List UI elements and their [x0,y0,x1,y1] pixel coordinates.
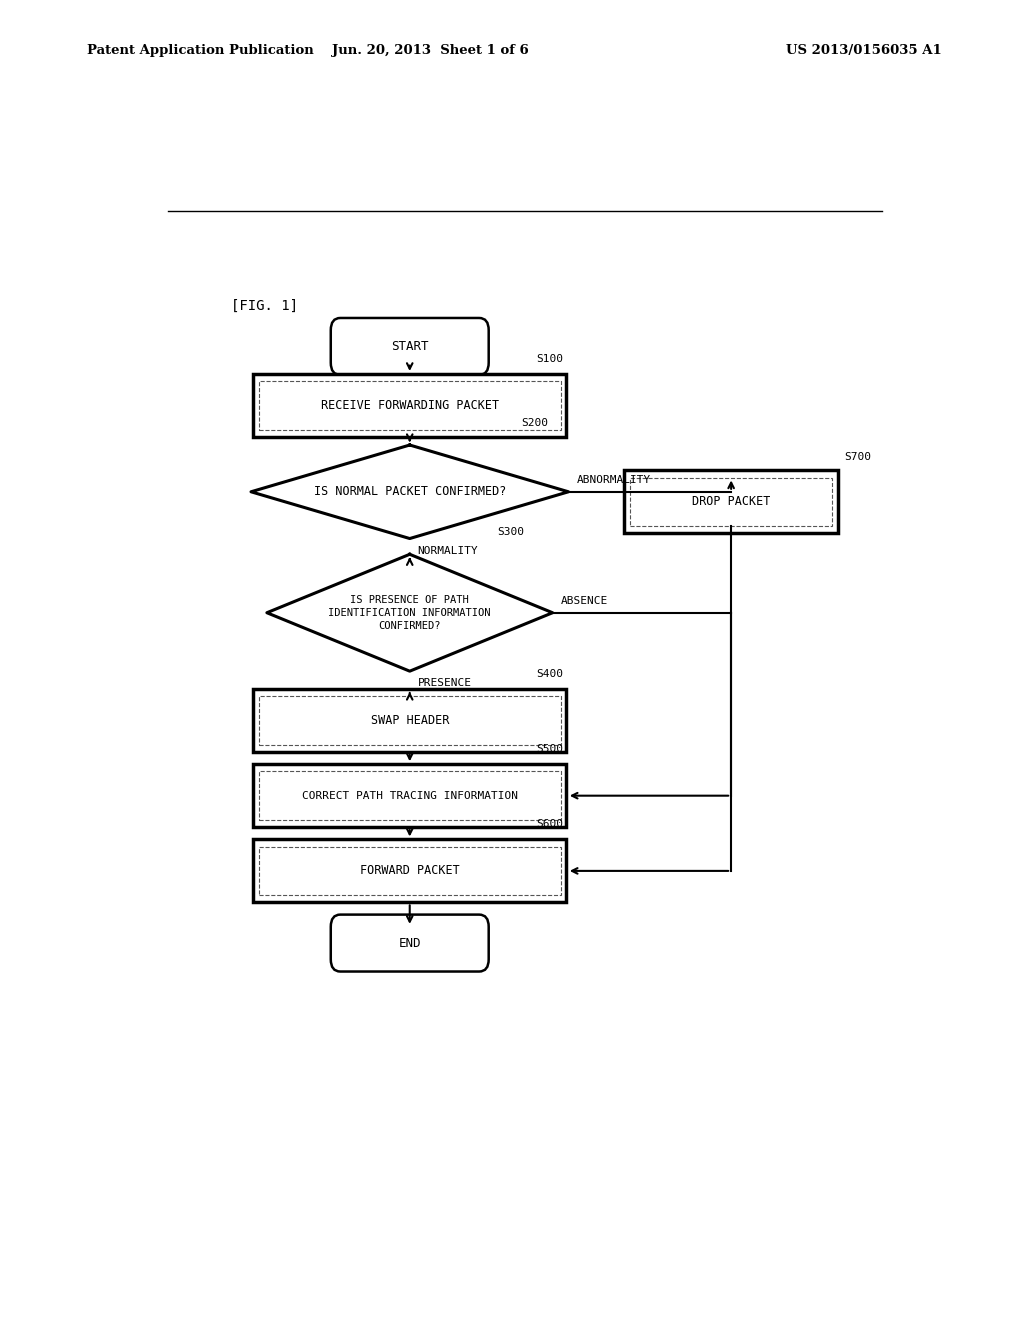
Text: END: END [398,937,421,949]
Bar [253,840,566,903]
Bar [625,470,838,533]
Bar [259,381,560,430]
Text: ABSENCE: ABSENCE [560,595,608,606]
Text: ABNORMALITY: ABNORMALITY [577,475,650,484]
Text: FORWARD PACKET: FORWARD PACKET [359,865,460,878]
Bar [259,696,560,744]
Bar [253,764,566,828]
Text: SWAP HEADER: SWAP HEADER [371,714,449,727]
Bar [253,689,566,752]
Text: US 2013/0156035 A1: US 2013/0156035 A1 [786,44,942,57]
Text: START: START [391,341,428,352]
Polygon shape [251,445,568,539]
Text: CORRECT PATH TRACING INFORMATION: CORRECT PATH TRACING INFORMATION [302,791,518,801]
Text: S300: S300 [497,527,524,537]
Text: S100: S100 [537,354,563,363]
FancyBboxPatch shape [331,915,488,972]
Text: DROP PACKET: DROP PACKET [692,495,770,508]
Text: IS PRESENCE OF PATH
IDENTIFICATION INFORMATION
CONFIRMED?: IS PRESENCE OF PATH IDENTIFICATION INFOR… [329,594,490,631]
Text: RECEIVE FORWARDING PACKET: RECEIVE FORWARDING PACKET [321,399,499,412]
Text: S700: S700 [844,453,871,462]
Text: NORMALITY: NORMALITY [418,545,478,556]
Text: S500: S500 [537,744,563,754]
Text: S400: S400 [537,669,563,678]
Bar [630,478,833,527]
Bar [253,374,566,437]
FancyBboxPatch shape [331,318,488,375]
Text: Patent Application Publication: Patent Application Publication [87,44,313,57]
Text: IS NORMAL PACKET CONFIRMED?: IS NORMAL PACKET CONFIRMED? [313,486,506,498]
Text: S200: S200 [521,417,548,428]
Text: [FIG. 1]: [FIG. 1] [231,298,298,313]
Bar [259,771,560,820]
Polygon shape [267,554,553,671]
Text: PRESENCE: PRESENCE [418,678,472,688]
Text: Jun. 20, 2013  Sheet 1 of 6: Jun. 20, 2013 Sheet 1 of 6 [332,44,528,57]
Bar [259,846,560,895]
Text: S600: S600 [537,820,563,829]
